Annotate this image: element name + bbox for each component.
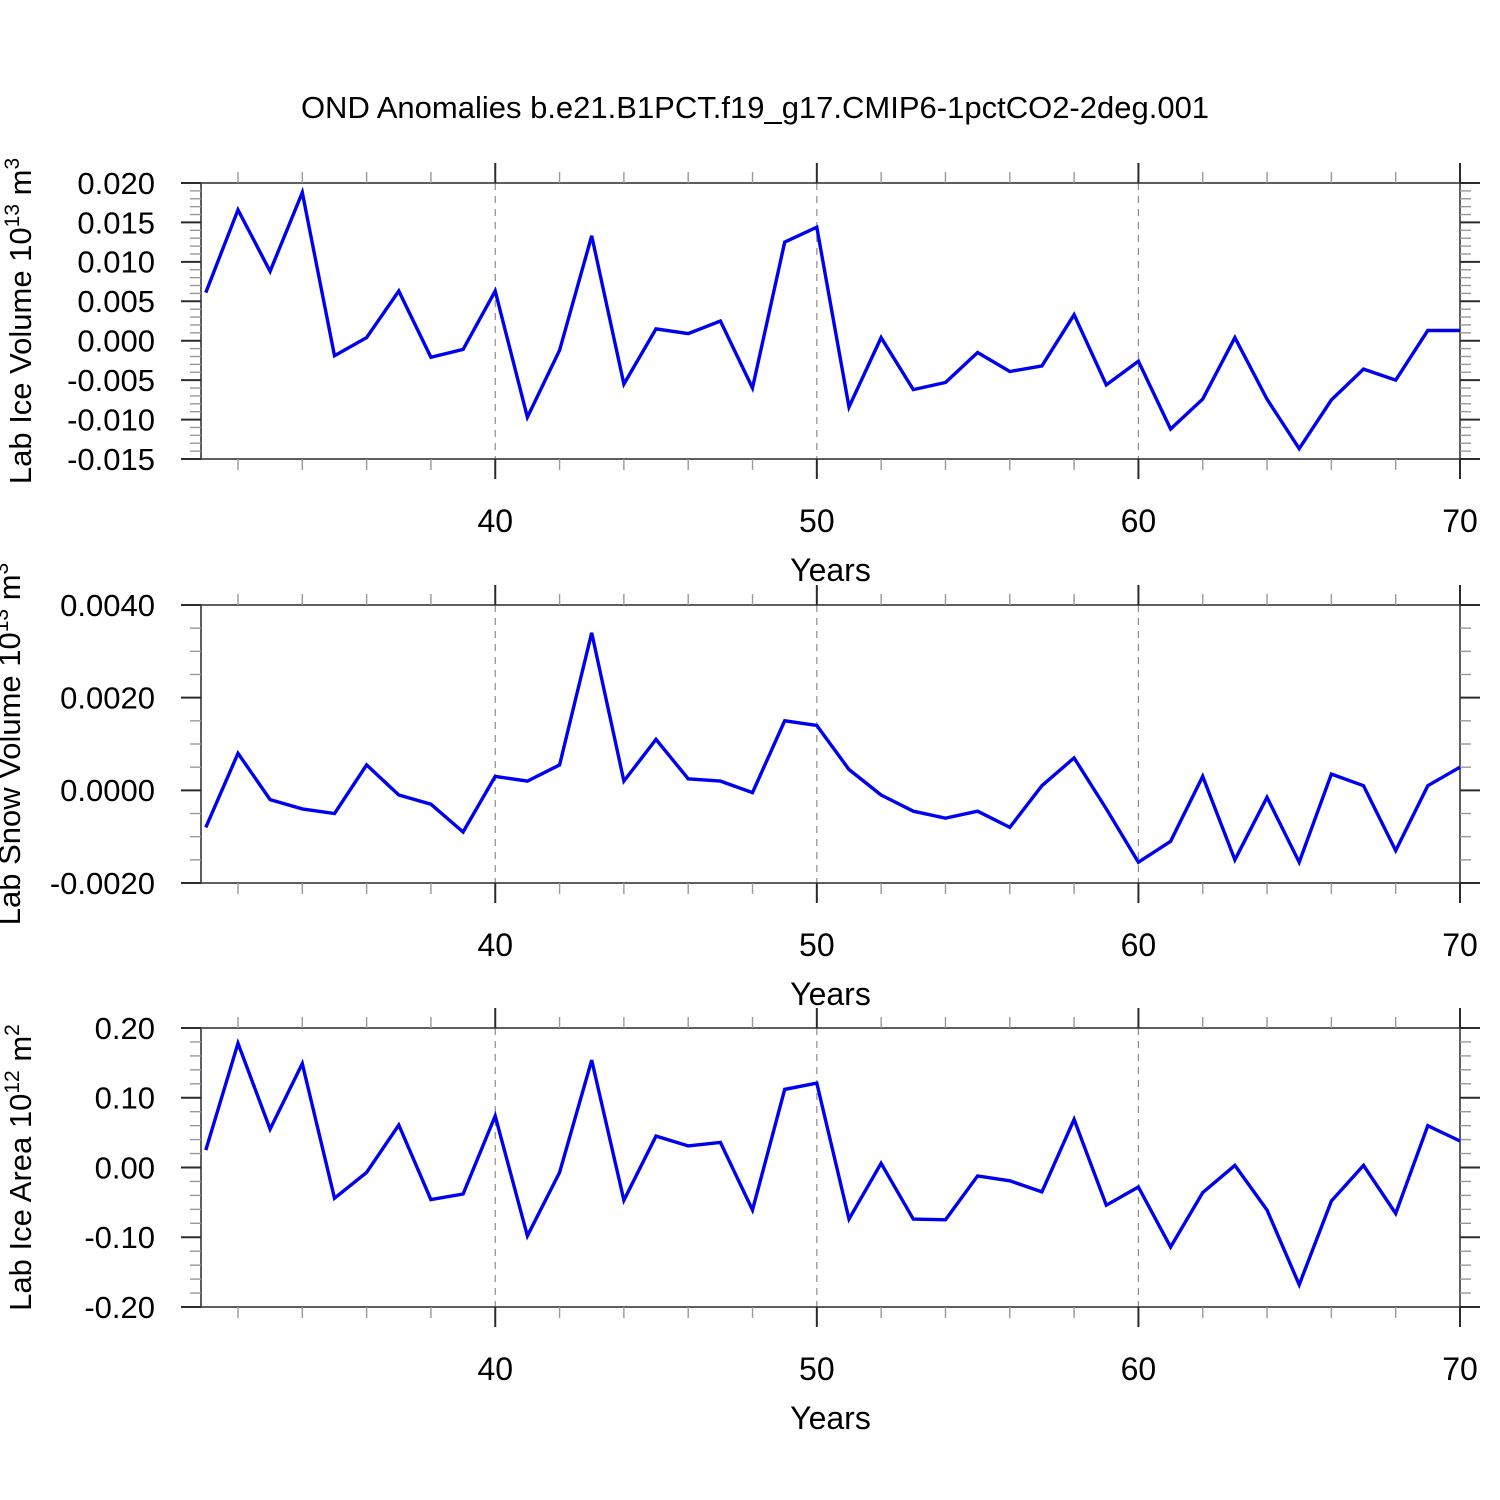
chart-title: OND Anomalies b.e21.B1PCT.f19_g17.CMIP6-…	[300, 90, 1210, 125]
panel-frame	[200, 182, 1461, 460]
y-tick-label: 0.000	[77, 324, 155, 359]
data-line-lab-snow-volume	[204, 632, 1461, 867]
x-tick-label: 50	[799, 1351, 835, 1387]
y-tick-label: -0.015	[67, 442, 155, 477]
y-tick-label: -0.10	[84, 1220, 155, 1255]
y-tick-label: 0.10	[95, 1081, 155, 1116]
y-tick-label: 0.0020	[60, 681, 155, 716]
x-axis-label: Years	[790, 1400, 871, 1436]
x-tick-label: 50	[799, 503, 835, 539]
x-tick-label: 60	[1121, 1351, 1157, 1387]
x-axis-label: Years	[790, 976, 871, 1012]
x-tick-label: 60	[1121, 927, 1157, 963]
panel-frame	[200, 1027, 1461, 1308]
y-axis-label-lab-snow-volume: Lab Snow Volume 1013 m3	[0, 563, 27, 925]
y-tick-label: 0.005	[77, 284, 155, 319]
x-tick-label: 40	[477, 927, 513, 963]
y-tick-label: -0.0020	[50, 866, 155, 901]
y-tick-label: -0.20	[84, 1290, 155, 1325]
x-tick-label: 70	[1442, 503, 1478, 539]
x-tick-label: 70	[1442, 1351, 1478, 1387]
y-axis-label-lab-ice-area: Lab Ice Area 1012 m2	[1, 1024, 38, 1311]
y-tick-label: 0.00	[95, 1150, 155, 1185]
y-tick-label: -0.005	[67, 363, 155, 398]
x-tick-label: 70	[1442, 927, 1478, 963]
y-tick-label: 0.020	[77, 166, 155, 201]
y-tick-label: 0.0000	[60, 773, 155, 808]
x-axis-label: Years	[790, 552, 871, 588]
data-line-lab-ice-volume	[204, 186, 1460, 452]
y-axis-label-lab-ice-volume: Lab Ice Volume 1013 m3	[1, 158, 38, 484]
y-tick-label: -0.010	[67, 402, 155, 437]
y-tick-label: 0.0040	[60, 588, 155, 623]
y-tick-label: 0.010	[77, 245, 155, 280]
x-tick-label: 60	[1121, 503, 1157, 539]
data-line-lab-ice-area	[204, 1037, 1461, 1290]
x-tick-label: 50	[799, 927, 835, 963]
y-tick-label: 0.015	[77, 205, 155, 240]
x-tick-label: 40	[477, 1351, 513, 1387]
y-tick-label: 0.20	[95, 1011, 155, 1046]
x-tick-label: 40	[477, 503, 513, 539]
